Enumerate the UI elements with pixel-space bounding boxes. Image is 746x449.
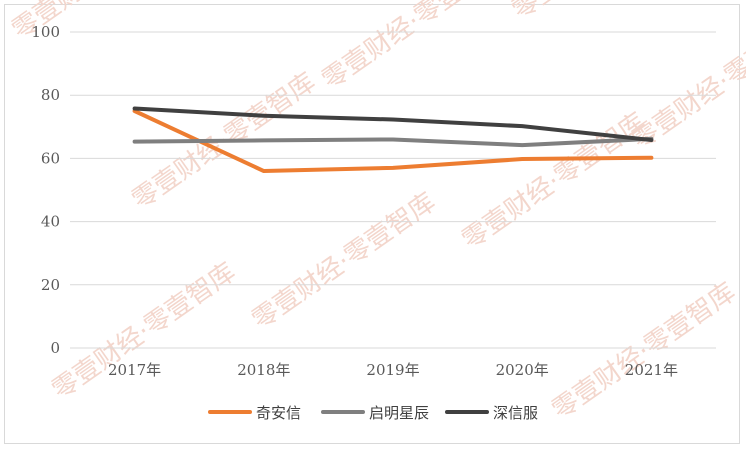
watermark-text: 零壹财经·零壹智库 bbox=[547, 277, 741, 426]
watermark-text: 零壹财经·零壹智库 bbox=[627, 7, 746, 156]
x-tick-label: 2017年 bbox=[108, 361, 161, 379]
series-line bbox=[132, 109, 654, 174]
series-lines bbox=[132, 106, 654, 174]
legend: 奇安信 启明星辰 深信服 bbox=[208, 404, 538, 422]
y-tick-label: 20 bbox=[41, 276, 60, 294]
x-tick-label: 2021年 bbox=[625, 361, 678, 379]
series-line bbox=[132, 106, 654, 143]
watermark-text: 零壹财经·零壹智库 bbox=[507, 0, 701, 26]
y-tick-label: 40 bbox=[41, 213, 60, 231]
watermark-text: 零壹财经·零壹智库 bbox=[47, 257, 241, 406]
legend-label: 奇安信 bbox=[256, 404, 301, 422]
y-tick-label: 100 bbox=[31, 23, 60, 41]
x-tick-label: 2020年 bbox=[496, 361, 549, 379]
grid-lines bbox=[70, 31, 716, 349]
y-tick-label: 60 bbox=[41, 149, 60, 167]
y-tick-label: 0 bbox=[50, 339, 60, 357]
x-tick-label: 2018年 bbox=[237, 361, 290, 379]
x-tick-label: 2019年 bbox=[366, 361, 419, 379]
y-tick-label: 80 bbox=[41, 86, 60, 104]
x-axis-ticks: 2017年 2018年 2019年 2020年 2021年 bbox=[108, 361, 678, 379]
y-axis-ticks: 0 20 40 60 80 100 bbox=[31, 23, 60, 357]
watermark-text: 零壹财经·零壹智库 bbox=[247, 187, 441, 336]
legend-label: 启明星辰 bbox=[369, 404, 429, 422]
chart-frame bbox=[4, 4, 740, 444]
watermark-text: 零壹财经·零壹智库 bbox=[317, 0, 511, 96]
series-line bbox=[132, 136, 654, 148]
legend-label: 深信服 bbox=[493, 404, 538, 422]
